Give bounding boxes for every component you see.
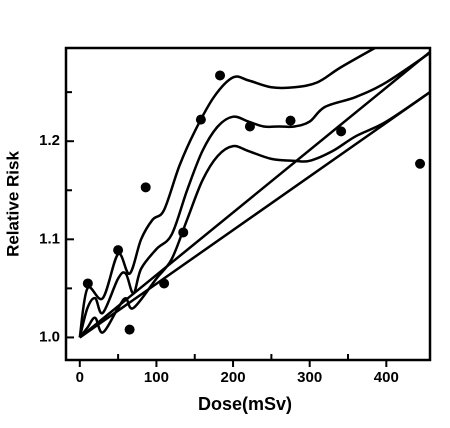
curve — [78, 91, 430, 339]
data-point — [124, 324, 135, 335]
data-point — [159, 278, 170, 289]
data-point — [140, 182, 151, 193]
data-point — [336, 126, 347, 137]
x-tick-label: 100 — [144, 369, 169, 386]
x-axis-label: Dose(mSv) — [198, 394, 292, 414]
curve — [78, 48, 376, 338]
x-tick-label: 200 — [221, 369, 246, 386]
data-point — [285, 115, 296, 126]
x-tick-label: 0 — [76, 369, 84, 386]
data-point — [244, 121, 255, 132]
x-tick-label: 300 — [297, 369, 322, 386]
data-point — [82, 278, 93, 289]
data-point — [195, 114, 206, 125]
x-tick-label: 400 — [374, 369, 399, 386]
curve — [79, 50, 430, 339]
y-tick-label: 1.1 — [39, 230, 60, 247]
data-point — [113, 245, 124, 256]
plot-frame — [64, 46, 432, 362]
y-tick-label: 1.2 — [39, 132, 60, 149]
y-axis-label: Relative Risk — [3, 151, 22, 257]
data-point — [415, 158, 426, 169]
plot-area — [78, 48, 430, 339]
y-tick-label: 1.0 — [39, 328, 60, 345]
curve — [78, 51, 430, 338]
data-point — [178, 227, 189, 238]
curve — [79, 91, 430, 339]
data-point — [215, 70, 226, 81]
